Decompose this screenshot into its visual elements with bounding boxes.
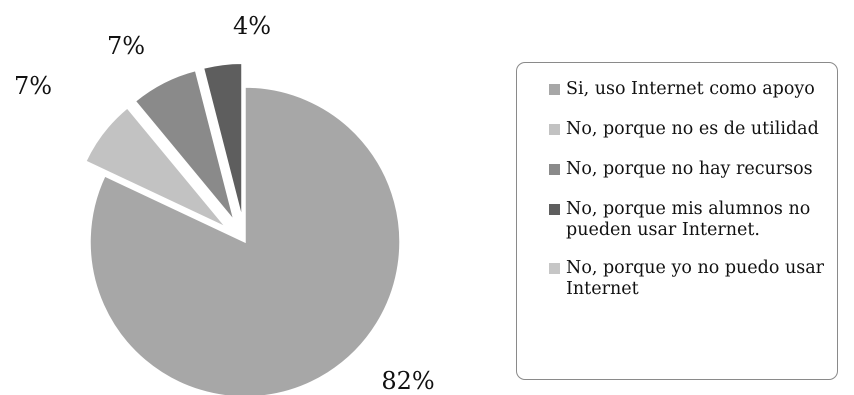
legend-swatch-no-recursos <box>549 164 560 175</box>
pie-slice-no-porque-mis-alumnos-no-pueden-usar-internet <box>202 62 243 219</box>
data-label-no-porque-mis-alumnos-no-pueden-usar-internet: 4% <box>233 12 271 40</box>
legend-item-si-uso-internet: Si, uso Internet como apoyo <box>549 79 827 100</box>
legend-item-no-recursos: No, porque no hay recursos <box>549 159 827 180</box>
legend-item-yo-no-puedo: No, porque yo no puedo usar Internet <box>549 258 827 300</box>
legend-label-yo-no-puedo: No, porque yo no puedo usar Internet <box>566 258 825 299</box>
data-label-no-porque-no-hay-recursos: 7% <box>107 32 145 60</box>
legend-item-no-utilidad: No, porque no es de utilidad <box>549 119 827 140</box>
pie-slice-no-porque-no-hay-recursos <box>134 69 235 222</box>
data-label-no-porque-no-es-de-utilidad: 7% <box>14 72 52 100</box>
legend-label-alumnos-no-pueden: No, porque mis alumnos no pueden usar In… <box>566 199 811 240</box>
pie-slice-no-porque-no-es-de-utilidad <box>84 106 227 228</box>
legend-swatch-alumnos-no-pueden <box>549 204 560 215</box>
chart-legend: Si, uso Internet como apoyo No, porque n… <box>516 62 838 380</box>
legend-swatch-no-utilidad <box>549 124 560 135</box>
data-label-si-uso-internet-como-apoyo: 82% <box>381 367 434 395</box>
legend-swatch-si-uso-internet <box>549 84 560 95</box>
pie-slices <box>84 62 401 395</box>
legend-swatch-yo-no-puedo <box>549 263 560 274</box>
pie-labels: 82% 7% 7% 4% <box>14 12 435 395</box>
legend-item-alumnos-no-pueden: No, porque mis alumnos no pueden usar In… <box>549 199 827 241</box>
legend-label-no-recursos: No, porque no hay recursos <box>566 159 813 179</box>
legend-label-si-uso-internet: Si, uso Internet como apoyo <box>566 79 815 99</box>
pie-slice-si-uso-internet-como-apoyo <box>89 86 401 395</box>
legend-label-no-utilidad: No, porque no es de utilidad <box>566 119 819 139</box>
